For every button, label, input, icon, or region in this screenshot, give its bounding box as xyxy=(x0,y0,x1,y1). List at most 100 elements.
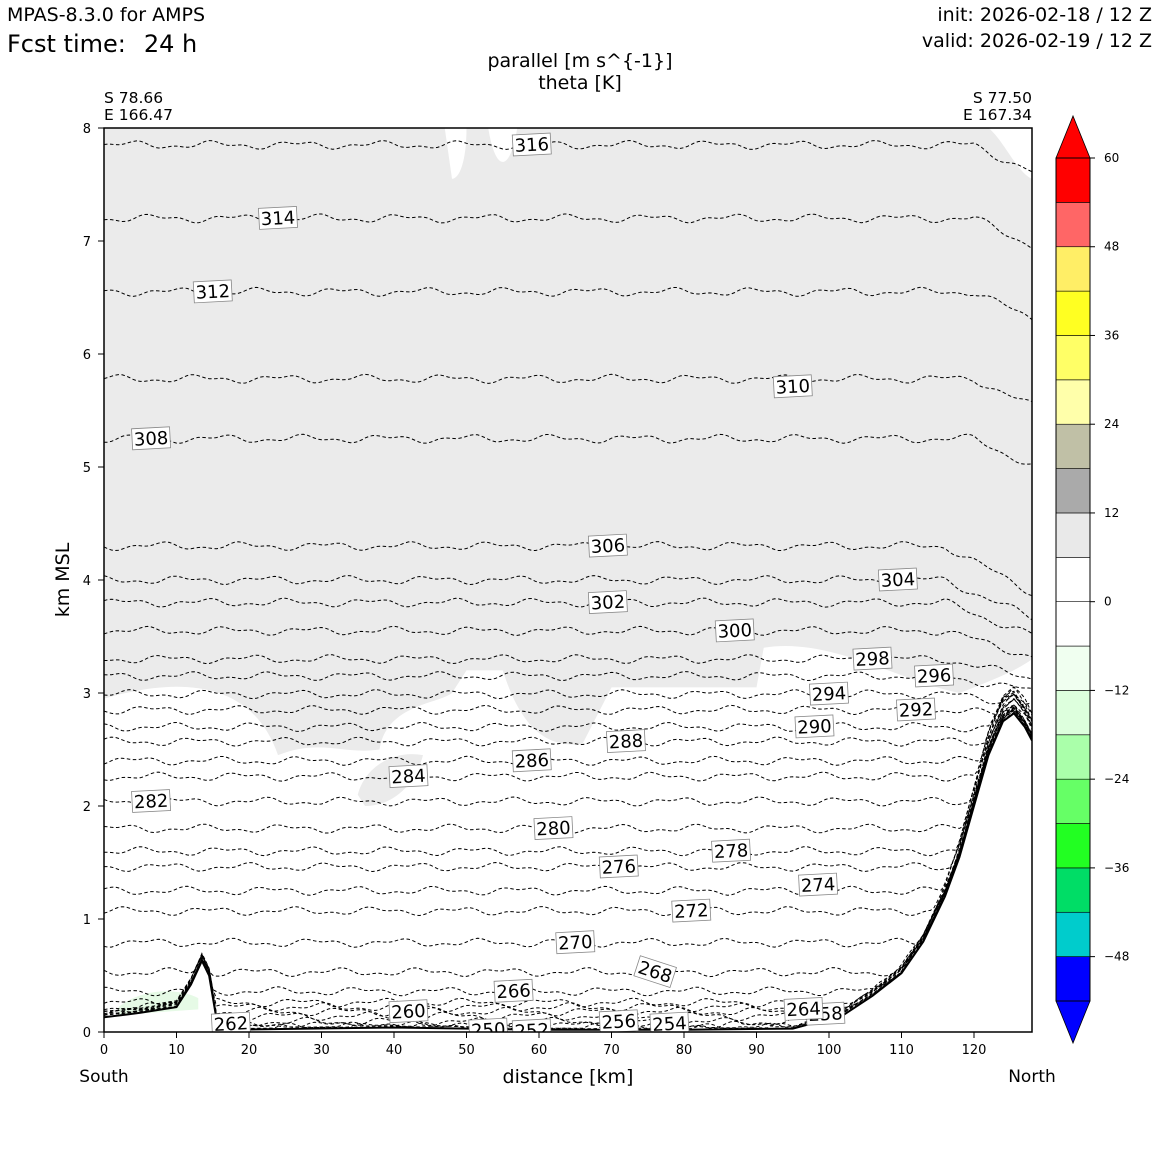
svg-text:316: 316 xyxy=(514,134,549,157)
y-tick-label-3: 3 xyxy=(83,687,91,702)
y-tick-label-5: 5 xyxy=(83,461,91,476)
svg-text:254: 254 xyxy=(652,1013,687,1036)
contour-label-256: 256 xyxy=(598,1009,639,1034)
svg-text:268: 268 xyxy=(635,957,674,988)
colorbar-bin-3 xyxy=(1055,823,1091,869)
right-end-lon: E 167.34 xyxy=(963,106,1032,124)
theta-contour-260 xyxy=(104,708,1032,1017)
model-title: MPAS-8.3.0 for AMPS xyxy=(7,4,206,26)
colorbar-tick-label-6: −12 xyxy=(1104,683,1129,697)
theta-contour-264 xyxy=(104,706,1032,1008)
theta-contour-312 xyxy=(104,286,1032,321)
svg-text:298: 298 xyxy=(855,648,890,671)
y-tick-label-7: 7 xyxy=(83,235,91,250)
x-tick-label-20: 20 xyxy=(241,1043,258,1058)
terrain-line xyxy=(104,711,1032,1031)
svg-text:278: 278 xyxy=(713,840,748,863)
svg-text:260: 260 xyxy=(391,1001,426,1024)
theta-contour-266 xyxy=(104,704,1032,997)
contour-label-280: 280 xyxy=(533,816,574,841)
colorbar-tick-label-7: −24 xyxy=(1104,772,1129,786)
shading-region-main xyxy=(104,128,1032,756)
theta-contour-306 xyxy=(104,541,1032,597)
theta-contour-278 xyxy=(104,698,1032,857)
contour-label-316: 316 xyxy=(511,132,552,157)
x-axis-label: distance [km] xyxy=(503,1066,634,1088)
svg-text:272: 272 xyxy=(674,900,709,923)
left-end-lat: S 78.66 xyxy=(104,89,163,107)
colorbar-tick-label-5: 0 xyxy=(1104,595,1112,609)
svg-text:252: 252 xyxy=(514,1020,549,1043)
svg-text:292: 292 xyxy=(898,699,933,722)
svg-text:280: 280 xyxy=(536,818,571,841)
theta-contour-294 xyxy=(104,689,1032,705)
svg-text:284: 284 xyxy=(391,766,426,789)
colorbar-bin-17 xyxy=(1055,202,1091,248)
contour-label-252: 252 xyxy=(511,1018,552,1043)
contour-label-268: 268 xyxy=(633,955,677,988)
svg-text:308: 308 xyxy=(133,428,168,451)
colorbar-ticks: 60 48 36 24 12 0 −12 −24 −36 −48 xyxy=(1090,151,1129,964)
colorbar-tick-label-9: −48 xyxy=(1104,950,1129,964)
contour-label-310: 310 xyxy=(772,374,813,399)
svg-text:290: 290 xyxy=(797,716,832,739)
svg-text:266: 266 xyxy=(496,980,531,1003)
colorbar-bin-8 xyxy=(1055,601,1091,647)
svg-text:286: 286 xyxy=(514,750,549,773)
contour-label-276: 276 xyxy=(598,854,639,879)
contour-label-262: 262 xyxy=(210,1011,251,1032)
colorbar-tick-label-0: 60 xyxy=(1104,151,1119,165)
theta-contour-256 xyxy=(104,710,1032,1027)
svg-text:312: 312 xyxy=(195,281,230,304)
theta-contour-252 xyxy=(104,707,1032,1029)
colorbar-tick-label-3: 24 xyxy=(1104,417,1119,431)
x-tick-label-90: 90 xyxy=(748,1043,765,1058)
svg-text:282: 282 xyxy=(133,791,168,814)
colorbar-bin-2 xyxy=(1055,867,1091,913)
svg-text:302: 302 xyxy=(590,592,625,615)
contour-label-272: 272 xyxy=(671,898,712,923)
contour-label-282: 282 xyxy=(131,789,172,814)
contour-label-290: 290 xyxy=(794,714,835,739)
x-tick-label-110: 110 xyxy=(889,1043,914,1058)
y-tick-label-2: 2 xyxy=(83,800,91,815)
theta-contour-314 xyxy=(104,213,1032,249)
contour-label-314: 314 xyxy=(258,206,298,231)
colorbar-tick-label-1: 48 xyxy=(1104,240,1119,254)
contour-label-312: 312 xyxy=(192,279,233,304)
left-end-lon: E 166.47 xyxy=(104,106,173,124)
x-tick-label-0: 0 xyxy=(100,1043,108,1058)
svg-text:306: 306 xyxy=(590,535,625,558)
theta-contour-290 xyxy=(104,686,1032,733)
x-tick-label-70: 70 xyxy=(603,1043,620,1058)
svg-text:294: 294 xyxy=(811,683,846,706)
theta-contour-282 xyxy=(104,690,1032,807)
svg-text:264: 264 xyxy=(786,999,821,1022)
x-tick-label-10: 10 xyxy=(168,1043,185,1058)
colorbar-bin-14 xyxy=(1055,335,1091,381)
contour-label-260: 260 xyxy=(388,999,429,1024)
svg-text:256: 256 xyxy=(601,1011,636,1034)
theta-contour-316 xyxy=(104,139,1032,173)
y-tick-label-8: 8 xyxy=(83,122,91,137)
svg-text:314: 314 xyxy=(260,208,295,231)
x-tick-label-50: 50 xyxy=(458,1043,475,1058)
colorbar-bin-12 xyxy=(1055,423,1091,469)
contour-label-278: 278 xyxy=(711,838,752,863)
right-end-lat: S 77.50 xyxy=(973,89,1032,107)
x-tick-label-40: 40 xyxy=(386,1043,403,1058)
svg-text:274: 274 xyxy=(800,874,835,897)
contour-label-288: 288 xyxy=(606,729,646,753)
contour-label-308: 308 xyxy=(131,426,172,451)
contour-label-264: 264 xyxy=(783,997,824,1022)
colorbar-bin-0 xyxy=(1055,956,1091,1002)
x-tick-label-60: 60 xyxy=(531,1043,548,1058)
contour-label-306: 306 xyxy=(587,533,628,558)
colorbar-bin-6 xyxy=(1055,690,1091,736)
terrain xyxy=(104,711,1032,1031)
theta-contour-284 xyxy=(104,694,1032,782)
colorbar-bin-18 xyxy=(1055,157,1091,203)
chart-title-line2: theta [K] xyxy=(538,72,622,94)
svg-text:276: 276 xyxy=(601,856,636,879)
theta-contours xyxy=(104,139,1032,1030)
